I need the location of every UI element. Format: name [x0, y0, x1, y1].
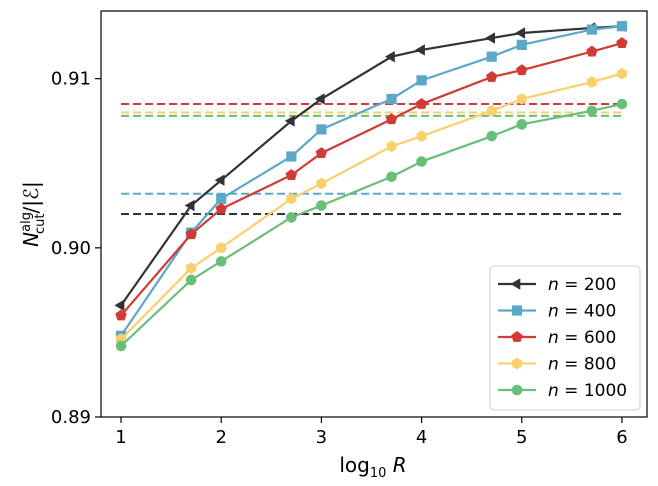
data-point-n-600: [415, 98, 428, 109]
data-point-n-400: [386, 93, 397, 105]
data-point-n-800: [286, 192, 297, 205]
legend-item-n-400: n = 400: [498, 302, 616, 322]
svg-text:Nalgcut/|ℰ|: Nalgcut/|ℰ|: [19, 181, 48, 247]
series-n-600: [115, 37, 628, 321]
data-point-n-600: [185, 228, 197, 240]
legend-marker: [511, 330, 523, 342]
data-point-n-400: [586, 24, 597, 35]
data-point-n-200: [485, 32, 496, 44]
legend-marker: [511, 305, 523, 316]
legend-marker: [511, 384, 523, 396]
series-n-1000: [115, 98, 628, 352]
y-axis-label: Nalgcut/|ℰ|: [19, 181, 48, 247]
data-point-n-200: [314, 93, 325, 105]
legend-label: n = 800: [548, 355, 616, 375]
data-point-n-1000: [616, 98, 628, 110]
data-point-n-1000: [215, 256, 227, 267]
data-point-n-1000: [115, 340, 127, 352]
data-point-n-800: [516, 93, 527, 105]
data-point-n-600: [516, 64, 528, 76]
legend-label: n = 400: [548, 302, 616, 322]
legend-label: n = 1000: [548, 381, 627, 401]
data-point-n-1000: [416, 156, 427, 167]
x-tick-label: 6: [616, 427, 627, 448]
data-point-n-200: [184, 199, 195, 212]
legend-item-n-200: n = 200: [498, 275, 616, 295]
data-point-n-1000: [516, 119, 528, 130]
data-point-n-200: [284, 115, 295, 127]
data-point-n-600: [586, 45, 598, 57]
data-point-n-600: [385, 113, 398, 125]
data-point-n-600: [315, 147, 328, 158]
legend: n = 200 n = 400 n = 600 n = 800 n = 1000: [489, 265, 641, 411]
plot-area: [114, 20, 628, 352]
data-point-n-200: [384, 50, 395, 63]
axes: 1 2 3 4 5 6 0.89 0.90 0.91: [51, 69, 628, 448]
data-point-n-400: [616, 21, 628, 32]
x-tick-label: 4: [416, 427, 427, 448]
data-point-n-1000: [286, 212, 297, 223]
data-point-n-800: [316, 177, 327, 190]
legend-label: n = 200: [548, 275, 616, 295]
data-point-n-400: [216, 193, 227, 204]
svg-text:log10 R: log10 R: [339, 453, 406, 481]
data-point-n-200: [414, 44, 425, 56]
data-point-n-600: [485, 70, 498, 82]
data-point-n-1000: [386, 171, 397, 183]
legend-marker: [510, 278, 521, 290]
data-point-n-800: [416, 130, 427, 142]
data-point-n-800: [386, 140, 397, 153]
data-point-n-600: [616, 37, 628, 49]
data-point-n-200: [515, 27, 526, 39]
data-point-n-800: [186, 262, 197, 274]
data-point-n-200: [214, 174, 225, 186]
data-point-n-800: [216, 242, 227, 254]
x-tick-label: 1: [115, 427, 126, 448]
data-point-n-800: [616, 67, 627, 80]
series-n-800: [116, 67, 627, 345]
data-point-n-600: [215, 202, 227, 214]
x-axis-label: log10 R: [339, 453, 406, 481]
data-point-n-600: [285, 169, 298, 180]
x-tick-label: 5: [516, 427, 527, 448]
data-point-n-1000: [586, 105, 598, 117]
data-point-n-400: [316, 124, 327, 135]
data-point-n-200: [114, 299, 125, 312]
data-point-n-400: [286, 151, 297, 162]
y-tick-label: 0.91: [51, 69, 91, 90]
y-tick-label: 0.89: [51, 407, 91, 428]
data-point-n-800: [586, 76, 597, 88]
x-tick-label: 2: [215, 427, 226, 448]
plot-frame: [100, 10, 648, 418]
legend-label: n = 600: [548, 328, 616, 348]
data-point-n-1000: [185, 274, 197, 286]
data-point-n-400: [486, 51, 497, 62]
legend-item-n-600: n = 600: [498, 328, 616, 348]
x-tick-label: 3: [316, 427, 327, 448]
legend-box: [489, 265, 641, 411]
legend-marker: [512, 357, 522, 370]
data-point-n-400: [416, 75, 427, 86]
data-point-n-400: [516, 39, 527, 50]
y-tick-label: 0.90: [51, 238, 91, 259]
data-point-n-1000: [486, 130, 498, 142]
data-point-n-1000: [316, 200, 327, 211]
legend-item-n-800: n = 800: [498, 355, 616, 375]
legend-item-n-1000: n = 1000: [498, 381, 627, 401]
data-point-n-600: [115, 309, 127, 321]
data-point-n-800: [486, 105, 497, 117]
